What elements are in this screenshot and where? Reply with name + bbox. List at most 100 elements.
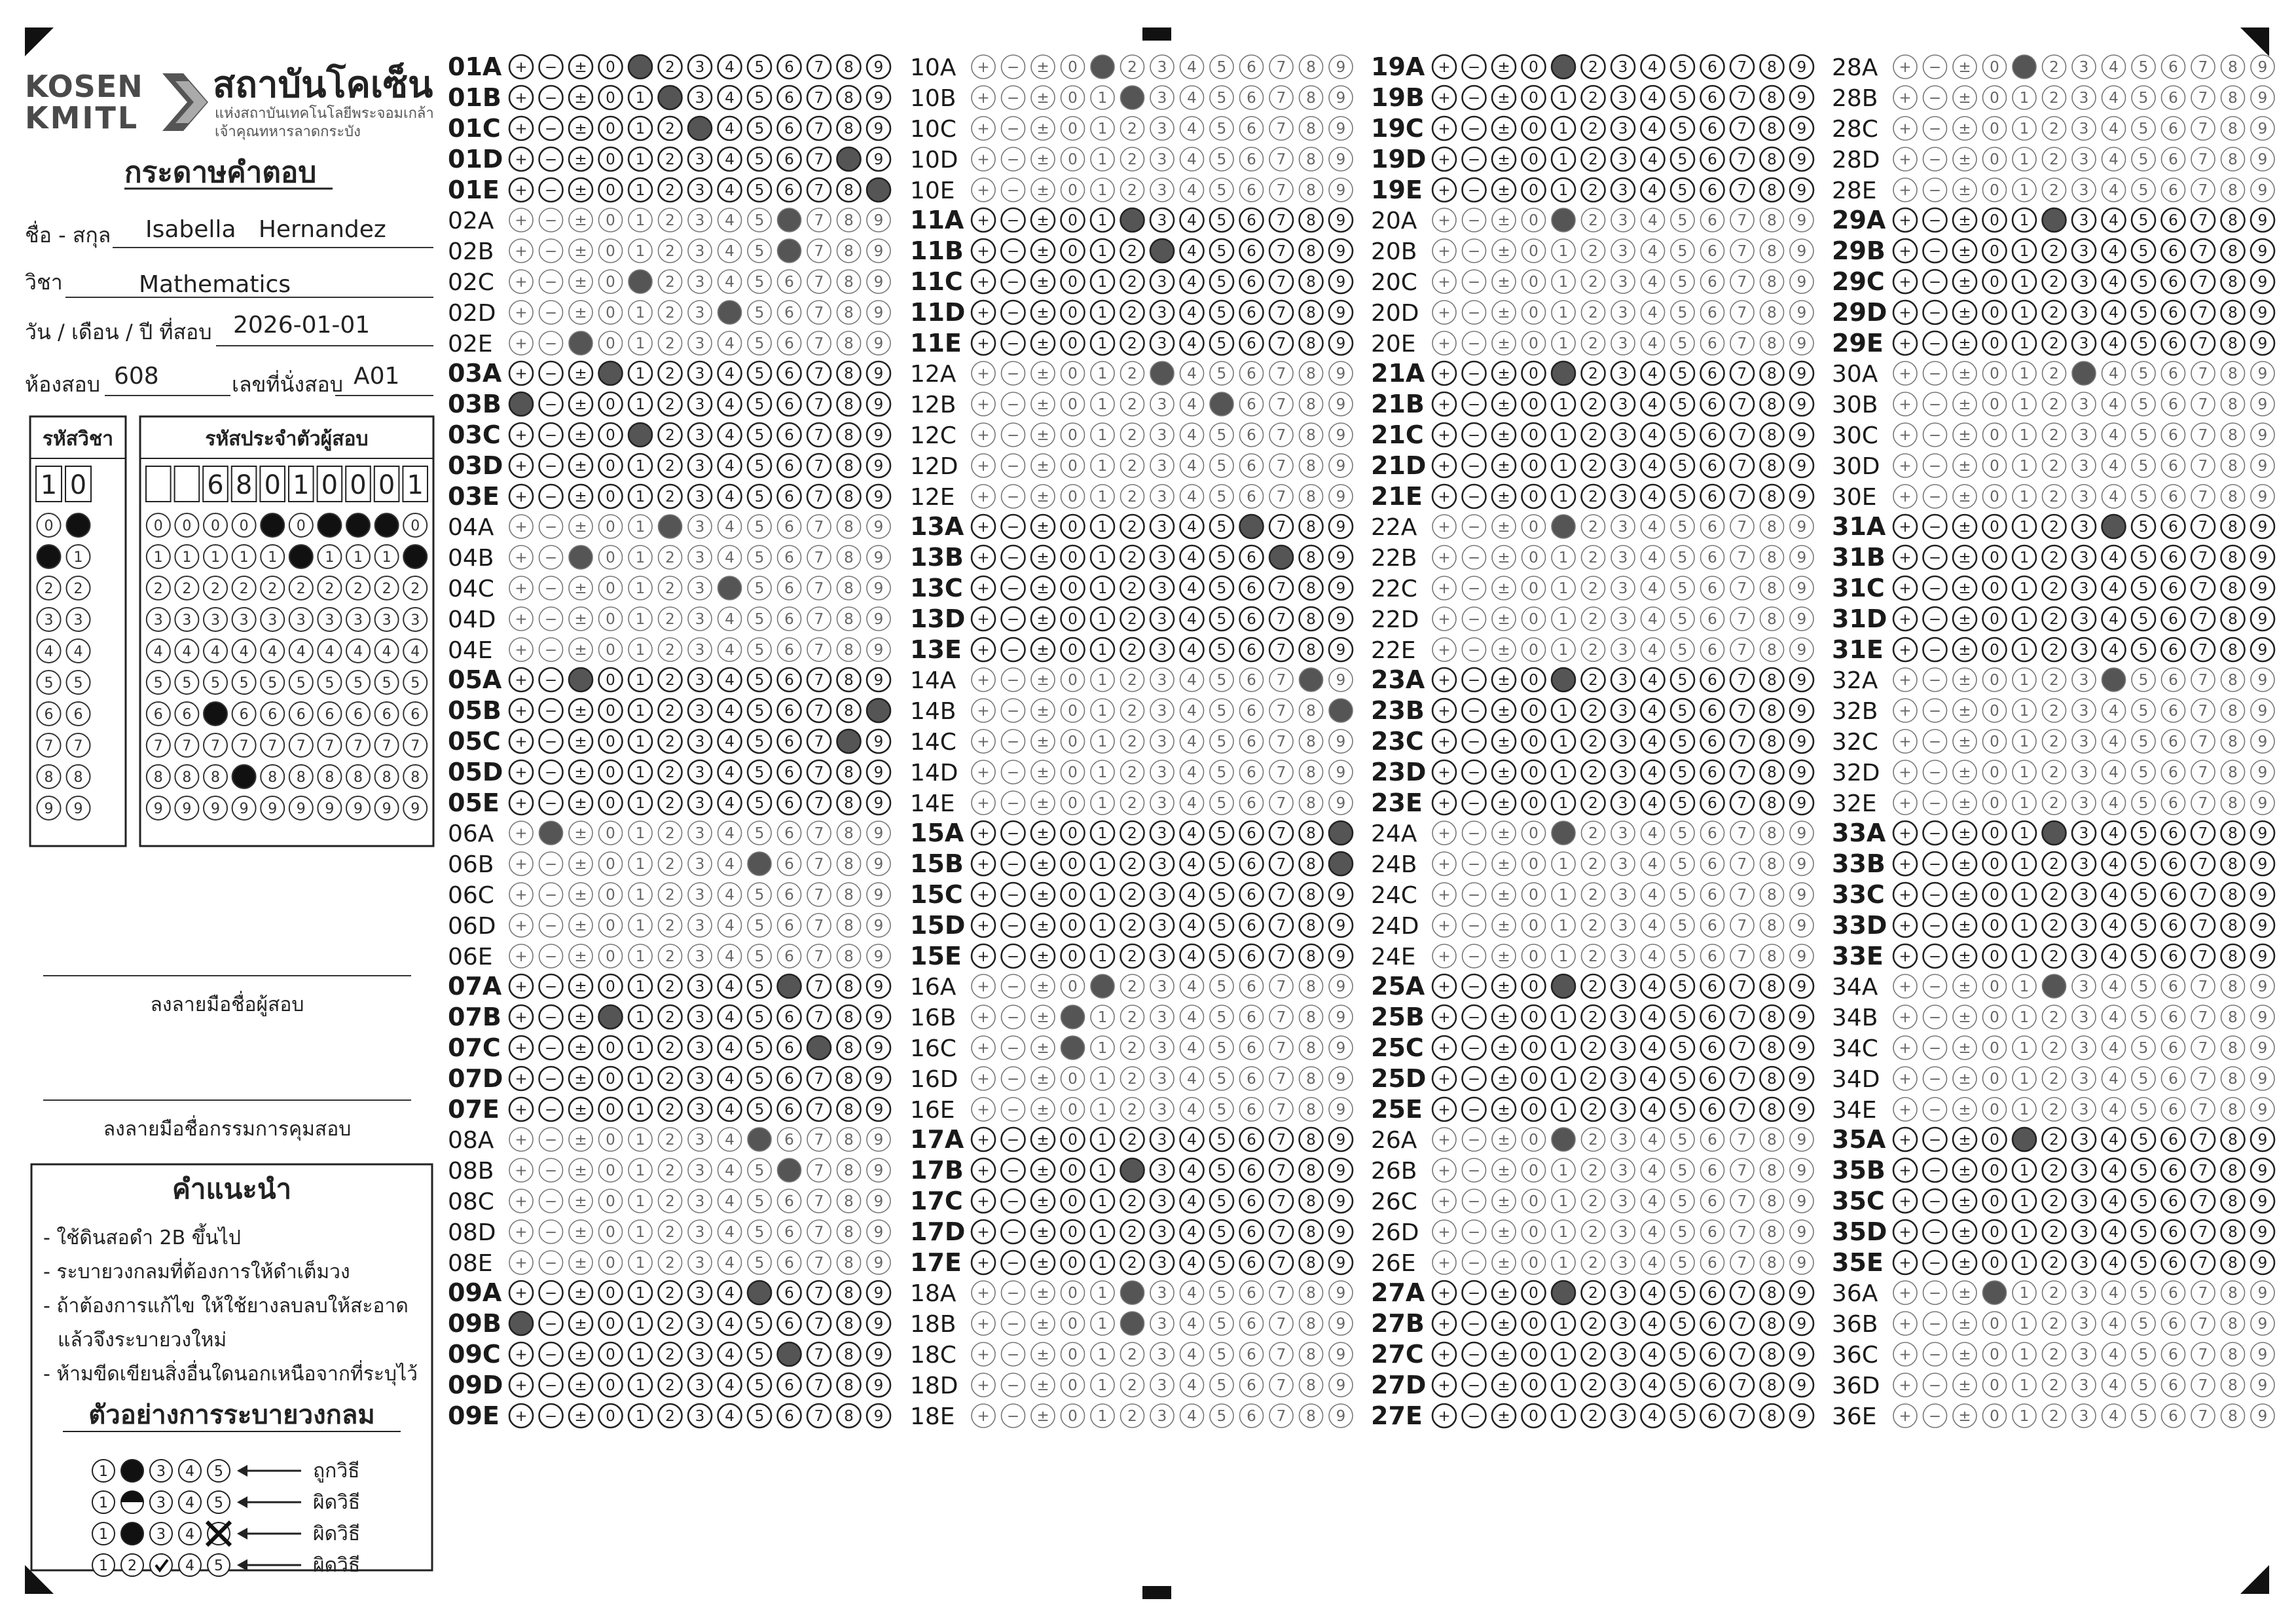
answer-bubble[interactable] (508, 1310, 534, 1337)
student-id-bubble[interactable] (288, 764, 314, 789)
answer-bubble[interactable] (1120, 1280, 1145, 1305)
student-id-bubble[interactable] (231, 796, 257, 821)
answer-bubble[interactable] (627, 54, 653, 80)
answer-bubble[interactable] (1551, 208, 1576, 232)
answer-bubble[interactable] (1120, 207, 1145, 233)
student-id-bubble[interactable] (374, 638, 399, 663)
answer-bubble[interactable] (627, 422, 653, 448)
student-id-bubble[interactable] (317, 513, 342, 538)
subject-code-bubble[interactable] (36, 733, 62, 758)
answer-bubble[interactable] (508, 391, 534, 417)
student-id-bubble[interactable] (374, 796, 399, 821)
student-id-bubble[interactable] (145, 764, 171, 789)
student-id-bubble[interactable] (260, 513, 285, 538)
answer-bubble[interactable] (657, 54, 683, 80)
student-id-bubble[interactable] (317, 544, 342, 569)
student-id-digit-box[interactable] (345, 466, 371, 502)
student-id-bubble[interactable] (174, 670, 200, 695)
answer-bubble[interactable] (1298, 667, 1324, 692)
student-id-bubble[interactable] (374, 701, 399, 726)
student-id-bubble[interactable] (260, 670, 285, 695)
student-id-bubble[interactable] (374, 670, 399, 695)
student-id-bubble[interactable] (317, 764, 342, 789)
answer-bubble[interactable] (1090, 54, 1115, 79)
answer-bubble[interactable] (836, 54, 862, 80)
subject-code-bubble[interactable] (65, 576, 91, 600)
student-id-bubble[interactable] (288, 670, 314, 695)
answer-bubble[interactable] (508, 54, 534, 80)
student-id-bubble[interactable] (174, 544, 200, 569)
answer-bubble[interactable] (538, 54, 564, 80)
subject-code-bubble[interactable] (36, 638, 62, 663)
student-id-digit-box[interactable] (230, 466, 257, 502)
subject-code-digit-box[interactable] (65, 466, 92, 502)
answer-bubble[interactable] (776, 84, 802, 111)
student-id-bubble[interactable] (374, 733, 399, 758)
student-id-bubble[interactable] (288, 638, 314, 663)
student-id-bubble[interactable] (317, 576, 342, 600)
answer-bubble[interactable] (746, 115, 773, 141)
answer-bubble[interactable] (776, 115, 802, 141)
answer-bubble[interactable] (1550, 973, 1576, 999)
answer-bubble[interactable] (568, 667, 594, 693)
answer-bubble[interactable] (717, 300, 742, 325)
answer-bubble[interactable] (866, 697, 892, 724)
answer-bubble[interactable] (1550, 54, 1576, 80)
answer-bubble[interactable] (1551, 1127, 1576, 1152)
answer-bubble[interactable] (2041, 820, 2067, 846)
answer-bubble[interactable] (2041, 207, 2067, 233)
answer-bubble[interactable] (598, 1004, 623, 1030)
student-id-bubble[interactable] (260, 544, 285, 569)
student-id-bubble[interactable] (403, 796, 428, 821)
student-id-bubble[interactable] (346, 513, 371, 538)
student-id-bubble[interactable] (260, 764, 285, 789)
student-id-bubble[interactable] (145, 513, 171, 538)
answer-bubble[interactable] (1149, 238, 1175, 264)
student-id-digit-box[interactable] (316, 466, 343, 502)
student-id-bubble[interactable] (288, 513, 314, 538)
student-id-bubble[interactable] (145, 733, 171, 758)
answer-bubble[interactable] (776, 146, 802, 172)
student-id-bubble[interactable] (174, 701, 200, 726)
answer-bubble[interactable] (538, 115, 564, 141)
answer-bubble[interactable] (628, 269, 653, 294)
student-id-bubble[interactable] (260, 701, 285, 726)
student-id-bubble[interactable] (203, 733, 228, 758)
student-id-bubble[interactable] (203, 544, 228, 569)
subject-code-bubble[interactable] (36, 764, 62, 789)
answer-bubble[interactable] (746, 1280, 773, 1306)
answer-bubble[interactable] (1268, 544, 1294, 570)
student-id-bubble[interactable] (374, 513, 399, 538)
student-id-bubble[interactable] (317, 670, 342, 695)
student-id-bubble[interactable] (346, 764, 371, 789)
student-id-bubble[interactable] (231, 513, 257, 538)
answer-bubble[interactable] (1090, 974, 1115, 999)
student-id-bubble[interactable] (231, 733, 257, 758)
answer-bubble[interactable] (2011, 1126, 2037, 1153)
student-id-bubble[interactable] (403, 670, 428, 695)
answer-bubble[interactable] (836, 84, 862, 111)
student-id-bubble[interactable] (203, 796, 228, 821)
student-id-bubble[interactable] (174, 796, 200, 821)
student-id-bubble[interactable] (374, 576, 399, 600)
subject-code-bubble[interactable] (65, 764, 91, 789)
answer-bubble[interactable] (776, 1341, 802, 1367)
answer-bubble[interactable] (657, 84, 683, 111)
subject-code-bubble[interactable] (65, 733, 91, 758)
student-id-bubble[interactable] (231, 576, 257, 600)
answer-bubble[interactable] (568, 115, 594, 141)
subject-code-bubble[interactable] (65, 544, 91, 569)
answer-bubble[interactable] (747, 851, 772, 876)
answer-bubble[interactable] (2041, 974, 2067, 999)
answer-bubble[interactable] (598, 54, 623, 80)
answer-bubble[interactable] (717, 146, 742, 172)
answer-bubble[interactable] (627, 146, 653, 172)
answer-bubble[interactable] (1120, 85, 1145, 110)
student-id-bubble[interactable] (260, 576, 285, 600)
subject-field[interactable]: Mathematics (139, 271, 291, 298)
answer-bubble[interactable] (776, 238, 802, 263)
answer-bubble[interactable] (568, 84, 594, 111)
subject-code-bubble[interactable] (36, 544, 62, 569)
subject-code-bubble[interactable] (65, 701, 91, 726)
answer-bubble[interactable] (776, 208, 802, 232)
